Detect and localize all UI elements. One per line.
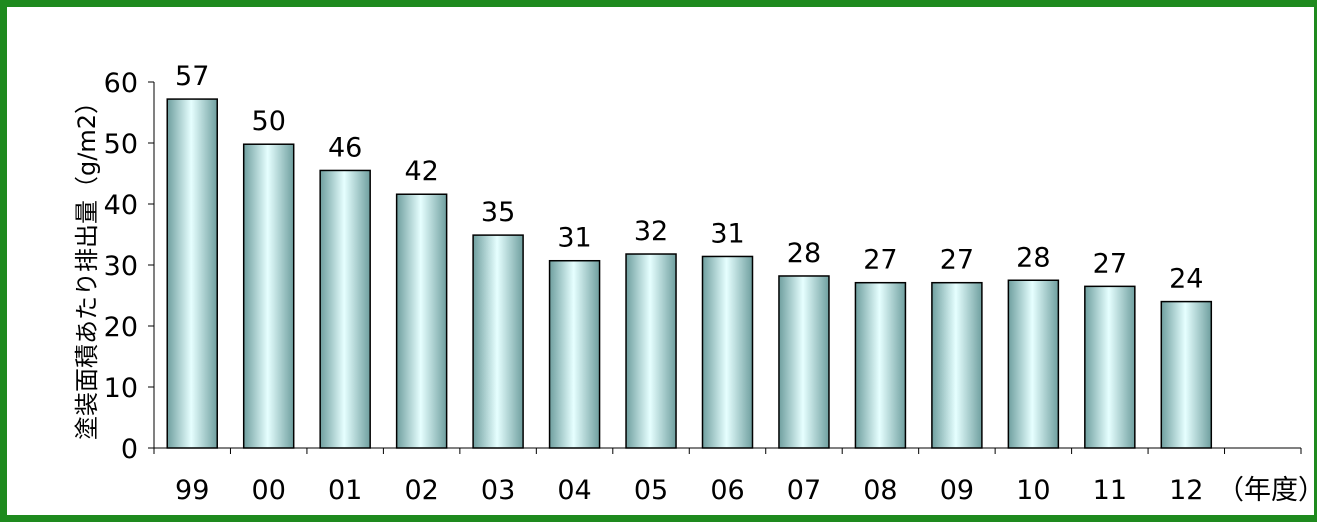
bar-07 (778, 275, 830, 449)
data-label-06: 31 (710, 218, 744, 249)
x-tick-labels: 99 00 01 02 03 04 05 06 07 08 09 10 11 12 (175, 475, 1203, 506)
data-label-07: 28 (787, 238, 821, 269)
data-label-99: 57 (175, 61, 209, 92)
x-tick-label-04: 04 (557, 475, 591, 506)
y-tick-label: 20 (104, 312, 138, 343)
x-tick-label-12: 12 (1169, 475, 1203, 506)
data-label-03: 35 (481, 197, 515, 228)
y-axis-title-group: 塗装面積あたり排出量（g/m2） (73, 90, 101, 440)
bars (166, 98, 1213, 449)
data-label-08: 27 (863, 245, 897, 276)
data-label-09: 27 (940, 245, 974, 276)
data-label-12: 24 (1169, 264, 1203, 295)
bar-06 (701, 255, 754, 449)
y-tick-label: 50 (104, 129, 138, 160)
bar-10 (1007, 279, 1060, 449)
x-tick-label-02: 02 (404, 475, 438, 506)
x-tick-label-06: 06 (710, 475, 744, 506)
y-tick-label: 30 (104, 251, 138, 282)
data-label-05: 32 (634, 216, 668, 247)
x-tick-label-11: 11 (1093, 475, 1127, 506)
bar-03 (472, 234, 524, 449)
data-label-11: 27 (1093, 248, 1127, 279)
x-tick-label-07: 07 (787, 475, 821, 506)
y-tick-label: 60 (104, 68, 138, 99)
bar-01 (319, 169, 371, 449)
bar-02 (395, 193, 448, 449)
bar-12 (1160, 300, 1213, 449)
x-tick-label-03: 03 (481, 475, 515, 506)
y-axis-title: 塗装面積あたり排出量（g/m2） (73, 90, 101, 440)
bar-00 (242, 143, 295, 449)
data-label-04: 31 (557, 223, 591, 254)
data-label-00: 50 (252, 106, 286, 137)
x-axis-title: （年度） (1217, 475, 1317, 506)
x-tick-label-05: 05 (634, 475, 668, 506)
y-tick-label: 40 (104, 190, 138, 221)
bar-11 (1084, 285, 1136, 449)
x-tick-label-99: 99 (175, 475, 209, 506)
bar-05 (625, 253, 677, 449)
y-tick-label: 0 (121, 434, 138, 465)
bar-99 (166, 98, 218, 449)
x-tick-label-00: 00 (252, 475, 286, 506)
x-tick-label-10: 10 (1016, 475, 1050, 506)
bar-09 (931, 281, 983, 449)
x-tick-label-01: 01 (328, 475, 362, 506)
bar-08 (854, 281, 907, 449)
y-tick-labels: 0 10 20 30 40 50 60 (104, 68, 138, 465)
data-labels: 57 50 46 42 35 31 32 31 28 27 27 28 27 24 (175, 61, 1203, 295)
y-tick-label: 10 (104, 373, 138, 404)
data-label-01: 46 (328, 132, 362, 163)
data-label-10: 28 (1016, 242, 1050, 273)
x-tick-label-08: 08 (863, 475, 897, 506)
bar-04 (548, 259, 601, 449)
x-tick-label-09: 09 (940, 475, 974, 506)
data-label-02: 42 (404, 156, 438, 187)
